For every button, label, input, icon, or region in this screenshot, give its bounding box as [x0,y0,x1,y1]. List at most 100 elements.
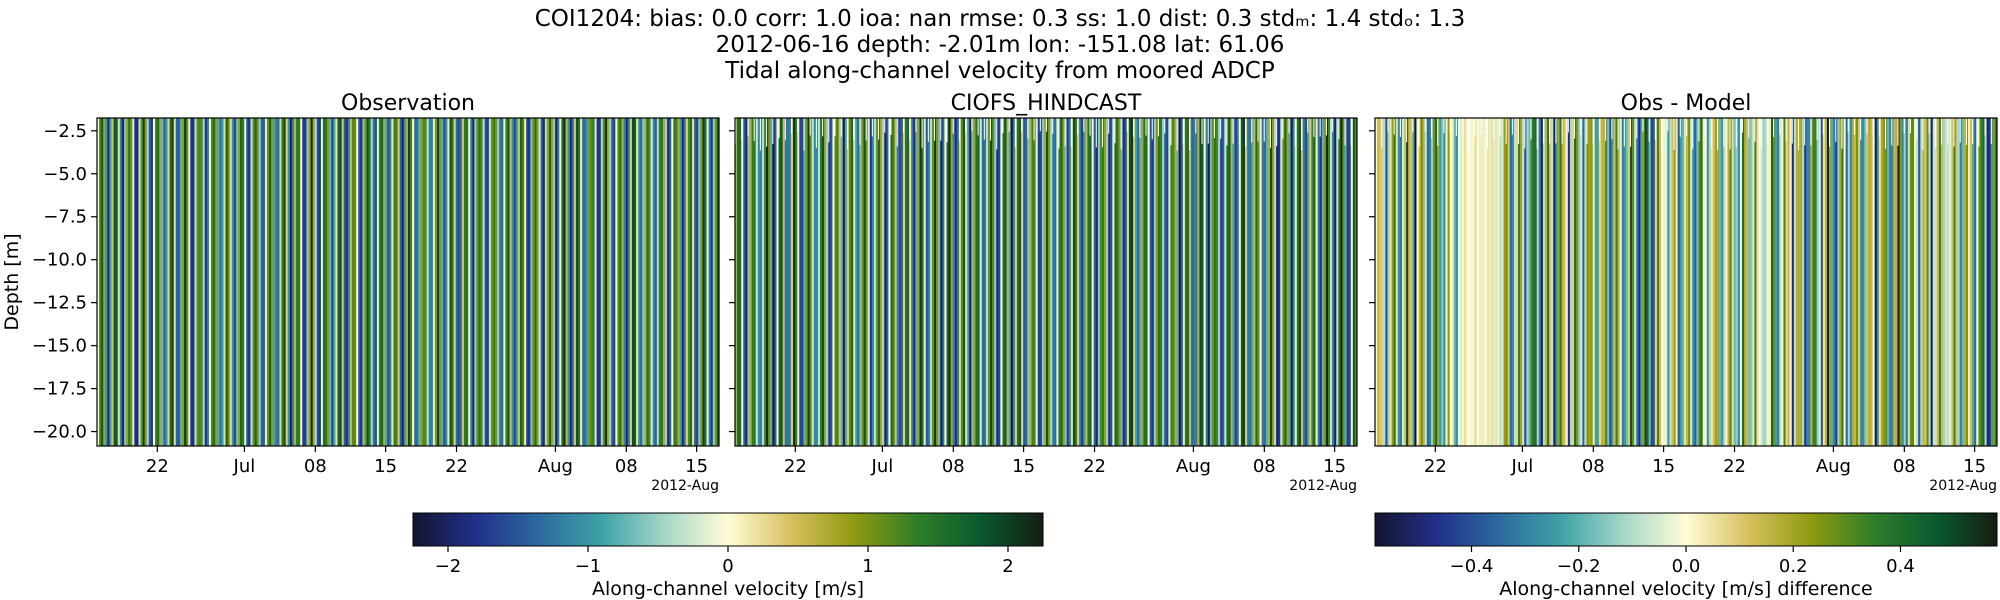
heatmap-column [1216,118,1219,446]
heatmap-column [811,118,815,446]
heatmap-gap [1207,118,1209,144]
heatmap-gap [1804,118,1806,146]
heatmap-gap [1791,118,1793,144]
heatmap-column [1048,118,1051,446]
heatmap-column [803,118,806,446]
heatmap-column [542,118,546,446]
heatmap-column [524,118,527,446]
heatmap-column [1909,118,1913,446]
heatmap-column [1640,118,1643,446]
heatmap-column [1261,118,1265,446]
heatmap-column [1802,118,1805,446]
heatmap-column [385,118,388,446]
heatmap-column [1897,118,1900,446]
heatmap-column [1791,118,1795,446]
heatmap-gap [1170,118,1172,146]
heatmap-column [422,118,425,446]
heatmap-column [1046,118,1049,446]
heatmap-column [1547,118,1550,446]
heatmap-column [790,118,794,446]
heatmap-column [271,118,274,446]
heatmap-column [1845,118,1849,446]
heatmap-column [1274,118,1277,446]
heatmap-column [973,118,976,446]
heatmap-column [1538,118,1542,446]
heatmap-column [1880,118,1884,446]
heatmap-column [1501,118,1504,446]
heatmap-gap [772,118,774,144]
heatmap-column [1191,118,1194,446]
heatmap-column [1023,118,1026,446]
heatmap-column [1584,118,1587,446]
heatmap-column [1756,118,1759,446]
heatmap-column [1031,118,1034,446]
heatmap-column [842,118,846,446]
heatmap-column [142,118,146,446]
heatmap-column [1066,118,1070,446]
heatmap-column [1733,118,1737,446]
heatmap-gap [1002,118,1004,134]
heatmap-column [140,118,144,446]
heatmap-column [1497,118,1500,446]
heatmap-gap [1350,118,1352,147]
heatmap-column [1876,118,1880,446]
heatmap-gap [1474,118,1476,137]
heatmap-column [1070,118,1074,446]
heatmap-column [509,118,513,446]
heatmap-column [956,118,960,446]
heatmap-column [208,118,212,446]
heatmap-gap [1505,118,1507,145]
heatmap-gap [1667,118,1669,132]
heatmap-gap [1891,118,1893,146]
heatmap-column [1424,118,1428,446]
x-tick-label: 08 [304,456,327,477]
heatmap-column [1870,118,1873,446]
heatmap-column [768,118,771,446]
heatmap-column [99,118,102,446]
heatmap-column [654,118,658,446]
heatmap-column [1176,118,1180,446]
heatmap-column [1744,118,1747,446]
heatmap-column [567,118,571,446]
heatmap-gap [790,118,793,135]
heatmap-column [1681,118,1685,446]
heatmap-column [799,118,802,446]
heatmap-column [1077,118,1080,446]
heatmap-column [472,118,475,446]
heatmap-gap [1332,118,1334,132]
heatmap-column [1064,118,1068,446]
heatmap-column [1920,118,1923,446]
heatmap-column [1445,118,1448,446]
heatmap-column [1596,118,1600,446]
heatmap-column [770,118,773,446]
heatmap-column [1841,118,1844,446]
heatmap-column [225,118,229,446]
heatmap-column [1470,118,1473,446]
heatmap-column [1766,118,1770,446]
heatmap-column [588,118,591,446]
heatmap-column [1184,118,1188,446]
heatmap-column [1106,118,1109,446]
heatmap-column [468,118,471,446]
heatmap-column [737,118,740,446]
heatmap-gap [1493,118,1495,140]
heatmap-column [919,118,922,446]
heatmap-column [1607,118,1610,446]
heatmap-gap [1499,118,1501,137]
heatmap-column [849,118,852,446]
heatmap-column [190,118,193,446]
heatmap-column [931,118,935,446]
heatmap-column [1922,118,1925,446]
x-offset-label-observation: 2012-Aug [651,478,719,494]
x-tick-label: 22 [784,456,807,477]
plot-frame-observation [96,117,720,447]
heatmap-column [1578,118,1581,446]
heatmap-column [1943,118,1946,446]
heatmap-column [1054,118,1057,446]
heatmap-column [173,118,177,446]
heatmap-difference [1375,118,1998,446]
heatmap-column [395,118,399,446]
heatmap-column [1236,118,1240,446]
heatmap-column [273,118,276,446]
heatmap-column [314,118,318,446]
